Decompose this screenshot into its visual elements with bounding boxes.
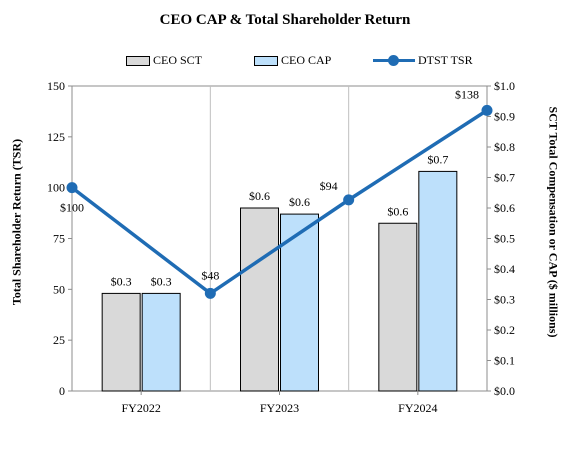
- tsr-point: [481, 104, 493, 116]
- legend-item-ceo-cap: CEO CAP: [254, 53, 331, 68]
- bar-ceo-sct: [101, 292, 141, 392]
- bar-ceo-cap: [418, 170, 458, 392]
- bar-data-label: $0.3: [111, 274, 132, 288]
- tsr-data-label: $138: [455, 87, 479, 101]
- y-right-tick-label: $0.3: [494, 293, 515, 307]
- bar-ceo-cap: [141, 292, 181, 392]
- bar-data-label: $0.6: [249, 189, 270, 203]
- legend-swatch-ceo-sct: [126, 55, 150, 66]
- y-right-tick-label: $0.5: [494, 232, 515, 246]
- legend-label-dtst-tsr: DTST TSR: [418, 53, 473, 67]
- tsr-point: [66, 182, 78, 194]
- bar-data-label: $0.6: [387, 204, 408, 218]
- tsr-data-label: $94: [320, 179, 338, 193]
- y-right-tick-label: $0.1: [494, 354, 515, 368]
- bar-data-label: $0.6: [289, 195, 310, 209]
- y-left-tick-label: 50: [53, 282, 65, 296]
- x-tick-label: FY2024: [398, 401, 437, 415]
- tsr-data-label: $48: [201, 268, 219, 282]
- bar-data-label: $0.3: [151, 274, 172, 288]
- y-right-tick-label: $0.7: [494, 171, 515, 185]
- y-left-tick-label: 150: [47, 79, 65, 93]
- tsr-data-label: $100: [60, 201, 84, 215]
- y-left-tick-label: 125: [47, 130, 65, 144]
- legend-item-ceo-sct: CEO SCT: [126, 53, 202, 68]
- y-right-tick-label: $1.0: [494, 79, 515, 93]
- bar-ceo-sct: [378, 222, 418, 392]
- tsr-line: [70, 108, 488, 296]
- y-right-tick-label: $0.9: [494, 110, 515, 124]
- legend-swatch-ceo-cap: [254, 55, 278, 66]
- y-right-tick-label: $0.2: [494, 323, 515, 337]
- y-right-tick-label: $0.6: [494, 201, 515, 215]
- legend-item-dtst-tsr: DTST TSR: [373, 53, 473, 68]
- chart-title: CEO CAP & Total Shareholder Return: [159, 12, 411, 28]
- bar-data-label: $0.7: [427, 152, 448, 166]
- bar-ceo-cap: [280, 213, 319, 392]
- y-right-tick-label: $0.8: [494, 140, 515, 154]
- legend-label-ceo-cap: CEO CAP: [281, 53, 332, 67]
- y-left-tick-label: 25: [53, 333, 65, 347]
- bar-ceo-sct: [240, 207, 279, 392]
- y-left-tick-label: 0: [59, 384, 65, 398]
- y-left-tick-label: 75: [53, 232, 65, 246]
- tsr-point: [204, 287, 216, 299]
- y-right-tick-label: $0.0: [494, 384, 515, 398]
- x-tick-label: FY2022: [121, 401, 160, 415]
- tsr-point: [343, 194, 355, 206]
- y-left-tick-label: 100: [47, 181, 65, 195]
- legend-swatch-dtst-tsr: [373, 55, 415, 66]
- y-right-tick-label: $0.4: [494, 262, 515, 276]
- legend-label-ceo-sct: CEO SCT: [153, 53, 203, 67]
- legend: CEO SCT CEO CAP DTST TSR: [0, 53, 570, 69]
- x-tick-label: FY2023: [260, 401, 299, 415]
